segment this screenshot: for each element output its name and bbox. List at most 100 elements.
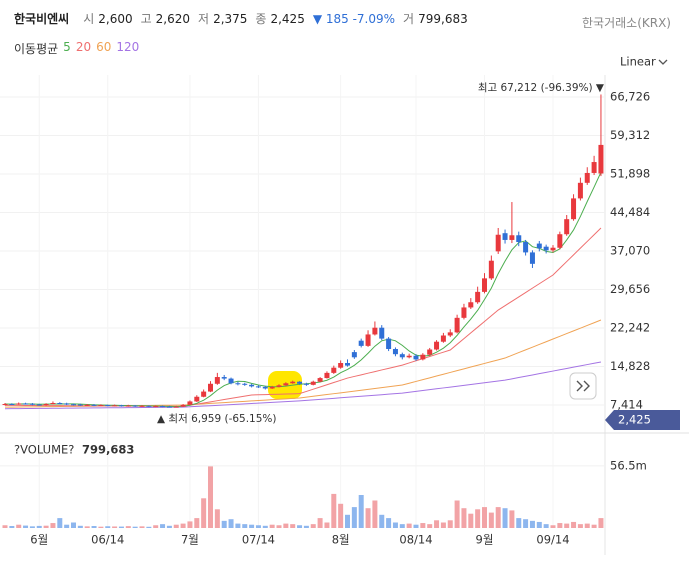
volume-bar — [262, 525, 268, 528]
volume-bar — [502, 508, 508, 528]
volume-bar — [399, 524, 405, 528]
candle-body — [523, 242, 529, 253]
volume-bar — [276, 525, 282, 528]
candle-body — [358, 340, 364, 346]
volume-bar — [91, 526, 97, 528]
x-tick-label: 07/14 — [242, 533, 275, 547]
volume-bar — [358, 495, 364, 528]
volume-bar — [98, 526, 104, 528]
volume-bar — [269, 524, 275, 528]
candle-body — [324, 372, 330, 379]
candle-body — [125, 405, 131, 407]
y-tick-label: 14,828 — [610, 359, 650, 373]
candle-body — [187, 401, 193, 405]
volume-bar — [2, 525, 8, 528]
candle-body — [180, 404, 186, 407]
volume-bar — [255, 525, 261, 528]
candle-body — [201, 391, 207, 397]
volume-bar — [406, 523, 412, 528]
candle-body — [173, 406, 179, 408]
candle-body — [331, 367, 337, 373]
ma-line — [4, 172, 602, 408]
candle-body — [338, 363, 344, 368]
quote-label: 저 — [198, 12, 210, 26]
max-annotation: 최고 67,212 (-96.39%) ▼ — [478, 82, 605, 94]
volume-value: 799,683 — [82, 443, 134, 457]
candle-body — [584, 172, 590, 183]
candle-body — [536, 243, 542, 249]
candle-body — [529, 252, 535, 264]
volume-bar — [118, 526, 124, 528]
quote-label: 시 — [83, 12, 95, 26]
candle-body — [9, 404, 15, 406]
volume-bar — [516, 518, 522, 528]
candle-body — [420, 354, 426, 360]
volume-bar — [523, 519, 529, 528]
candle-body — [57, 402, 63, 404]
volume-bar — [36, 525, 42, 528]
x-tick-label: 8월 — [332, 533, 350, 547]
scale-label[interactable]: Linear — [620, 55, 656, 69]
candle-body — [29, 403, 35, 405]
volume-bar — [482, 507, 487, 528]
scroll-button[interactable] — [569, 372, 597, 400]
exchange: 한국거래소(KRX) — [582, 16, 671, 30]
candle-body — [276, 385, 282, 387]
candle-body — [105, 405, 111, 407]
candle-body — [447, 332, 453, 336]
quote-label: 고 — [140, 12, 152, 26]
candle-body — [77, 404, 83, 406]
volume-bar — [571, 521, 577, 528]
candle-body — [16, 403, 22, 405]
x-tick-label: 7월 — [181, 533, 199, 547]
ma-line — [4, 361, 602, 410]
volume-bar — [434, 520, 440, 528]
candle-body — [440, 335, 446, 342]
candle-body — [98, 405, 104, 407]
volume-bar — [221, 520, 227, 528]
ma-legend-item: 5 — [63, 40, 71, 54]
candle-body — [166, 406, 172, 408]
volume-bar — [23, 525, 29, 528]
volume-bar — [64, 524, 70, 528]
candle-body — [543, 246, 549, 251]
volume-bar — [303, 525, 309, 528]
candle-body — [495, 234, 501, 252]
volume-bar — [591, 524, 597, 528]
y-tick-label: 66,726 — [610, 90, 650, 104]
candle-body — [413, 355, 419, 360]
volume-bar — [584, 523, 590, 528]
y-tick-label: 7,414 — [610, 398, 643, 412]
candle-body — [454, 317, 460, 333]
quote-label: 거 — [403, 12, 415, 26]
price-change: ▼ 185 -7.09% — [312, 12, 396, 26]
candle-body — [310, 381, 316, 385]
candle-body — [557, 234, 563, 248]
candle-body — [516, 235, 522, 243]
ma-legend-item: 60 — [96, 40, 112, 54]
volume-bar — [125, 526, 131, 528]
scale-toggle[interactable]: Linear — [620, 55, 668, 69]
candle-body — [242, 383, 248, 385]
volume-bar — [290, 524, 296, 528]
candle-body — [132, 405, 138, 407]
quote-value: 2,425 — [270, 12, 305, 26]
volume-bar — [249, 524, 255, 528]
candle-body — [269, 386, 275, 389]
volume-bar — [392, 522, 398, 528]
candle-body — [71, 404, 76, 406]
volume-bar — [139, 526, 145, 528]
volume-bar — [105, 526, 111, 528]
dropdown-chevron[interactable] — [658, 59, 668, 65]
volume-bar — [529, 520, 535, 528]
volume-bar — [317, 518, 323, 528]
candle-body — [406, 355, 412, 358]
volume-bar — [495, 507, 501, 528]
ma-line — [4, 319, 602, 408]
candle-body — [564, 219, 570, 235]
volume-bar — [338, 503, 344, 528]
scroll-button-bg[interactable] — [569, 372, 597, 400]
scroll-icon[interactable] — [576, 380, 590, 392]
stock-name: 한국비엔씨 — [14, 12, 70, 26]
